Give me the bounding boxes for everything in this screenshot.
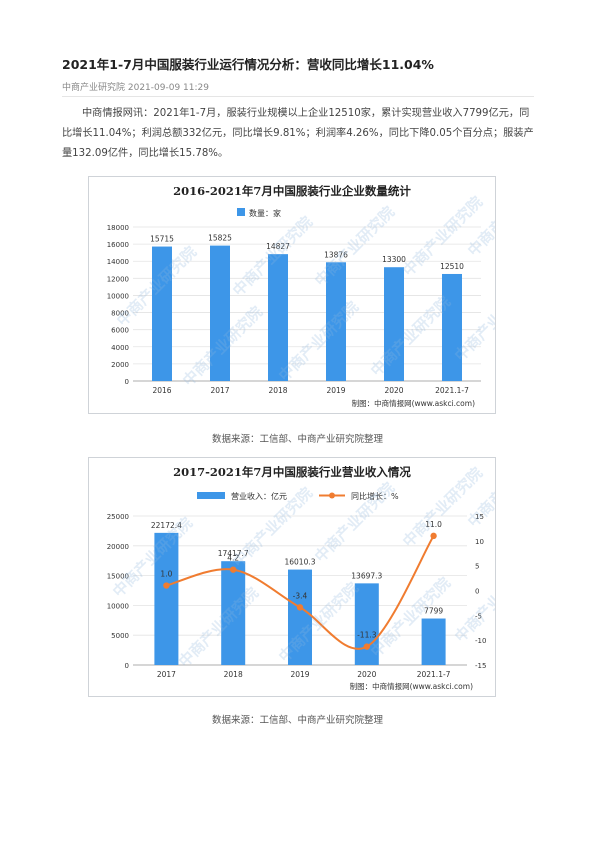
chart1-ytick-label: 4000 xyxy=(111,344,129,352)
chart2-xtick-label: 2018 xyxy=(224,670,243,679)
chart2-bar xyxy=(354,583,379,665)
chart2-bar xyxy=(421,618,446,665)
chart2-growth-point xyxy=(363,643,370,650)
chart2-ytick-left-label: 5000 xyxy=(111,632,129,640)
watermark-text: 中商产业研究院 xyxy=(451,559,495,646)
chart2-title: 2017-2021年7月中国服装行业营业收入情况 xyxy=(173,465,411,479)
article-title: 2021年1-7月中国服装行业运行情况分析：营收同比增长11.04% xyxy=(62,57,434,72)
watermark-text: 中商产业研究院 xyxy=(367,293,454,380)
chart1-xtick-label: 2018 xyxy=(268,386,287,395)
chart1-caption: 数据来源：工信部、中商产业研究院整理 xyxy=(211,434,383,445)
chart1-data-label: 13300 xyxy=(382,255,406,264)
chart1-data-label: 12510 xyxy=(440,262,464,271)
chart1-xtick-label: 2021.1-7 xyxy=(435,386,469,395)
chart2-bar-data-label: 7799 xyxy=(424,607,443,616)
chart2-ytick-right-label: 15 xyxy=(475,513,484,521)
chart1-xtick-label: 2016 xyxy=(152,386,171,395)
chart2-ytick-left-label: 20000 xyxy=(107,543,129,551)
chart2-xtick-label: 2017 xyxy=(157,670,176,679)
watermark-text: 中商产业研究院 xyxy=(275,298,362,385)
chart1-xtick-label: 2020 xyxy=(384,386,403,395)
chart2-growth-point xyxy=(430,532,437,540)
chart1-bar xyxy=(210,245,230,381)
chart2-ytick-right-label: 0 xyxy=(475,588,479,596)
chart1-xtick-label: 2019 xyxy=(326,386,345,395)
chart2-legend-line-label: 同比增长：% xyxy=(351,491,399,501)
chart1-title: 2016-2021年7月中国服装行业企业数量统计 xyxy=(173,184,411,198)
chart2-growth-point xyxy=(163,582,170,589)
chart1-ytick-label: 16000 xyxy=(107,241,129,249)
chart1-bar xyxy=(152,246,172,381)
chart2-growth-point xyxy=(230,566,237,573)
chart-revenue: 2017-2021年7月中国服装行业营业收入情况 营业收入：亿元 同比增长：% 0 50… xyxy=(88,444,551,697)
chart1-bar xyxy=(384,267,404,381)
chart1-ytick-label: 12000 xyxy=(107,275,129,283)
chart2-growth-data-label: -3.4 xyxy=(293,591,308,600)
chart2-xtick-label: 2020 xyxy=(357,670,376,679)
chart2-bar-data-label: 13697.3 xyxy=(351,571,382,580)
chart2-xtick-label: 2021.1-7 xyxy=(417,670,451,679)
chart1-ytick-label: 14000 xyxy=(107,258,129,266)
chart2-source-note: 制图：中商情报网(www.askci.com) xyxy=(350,681,473,691)
article-meta: 中商产业研究院 2021-09-09 11:29 xyxy=(62,83,209,93)
chart2-caption: 数据来源：工信部、中商产业研究院整理 xyxy=(211,715,383,726)
chart2-ytick-left-label: 15000 xyxy=(107,573,129,581)
chart1-source-note: 制图：中商情报网(www.askci.com) xyxy=(352,398,475,408)
chart2-xtick-label: 2019 xyxy=(290,670,309,679)
chart2-bar-data-label: 22172.4 xyxy=(151,521,182,530)
chart2-legend-bar-swatch xyxy=(197,492,225,499)
chart1-data-label: 14827 xyxy=(266,242,290,251)
chart2-bar-data-label: 16010.3 xyxy=(284,558,315,567)
watermark-text: 中商产业研究院 xyxy=(399,464,486,551)
watermark-text: 中商产业研究院 xyxy=(175,584,262,671)
chart2-growth-data-label: 1.0 xyxy=(160,570,172,579)
chart2-bar xyxy=(154,532,179,665)
chart1-bar xyxy=(268,254,288,381)
article-paragraph: 中商情报网讯：2021年1-7月，服装行业规模以上企业12510家，累计实现营业… xyxy=(62,108,534,159)
chart2-ytick-right-label: 5 xyxy=(475,563,479,571)
chart2-ytick-left-label: 25000 xyxy=(107,513,129,521)
chart-enterprise-count: 2016-2021年7月中国服装行业企业数量统计数量：家 0 2000 4000 600… xyxy=(88,173,551,414)
chart2-growth-data-label: -11.3 xyxy=(357,631,377,640)
chart1-legend-label: 数量：家 xyxy=(249,208,281,218)
chart1-ytick-label: 2000 xyxy=(111,361,129,369)
meta-divider xyxy=(62,96,534,97)
chart2-ytick-right-label: 10 xyxy=(475,538,484,546)
chart1-data-label: 15715 xyxy=(150,235,174,244)
chart1-xtick-label: 2017 xyxy=(210,386,229,395)
chart1-ytick-label: 10000 xyxy=(107,292,129,300)
chart1-ytick-label: 18000 xyxy=(107,224,129,232)
chart1-legend-swatch xyxy=(237,208,245,216)
chart2-ytick-right-label: -15 xyxy=(475,662,486,670)
chart2-growth-data-label: 4.2 xyxy=(227,554,239,563)
chart2-ytick-left-label: 0 xyxy=(125,662,129,670)
chart2-growth-point xyxy=(296,604,304,611)
chart2-bar xyxy=(288,569,312,665)
chart1-bar xyxy=(442,273,462,381)
chart2-ytick-right-label: -10 xyxy=(475,637,486,645)
chart1-data-label: 15825 xyxy=(208,234,232,243)
chart2-bar-data-label: 17417.7 xyxy=(218,549,249,558)
chart1-bar xyxy=(326,262,346,381)
chart2-growth-data-label: 11.0 xyxy=(425,520,442,529)
chart1-ytick-label: 0 xyxy=(125,378,129,386)
chart1-ytick-label: 6000 xyxy=(111,327,129,335)
chart2-ytick-right-label: -5 xyxy=(475,612,482,620)
chart2-legend-line-marker xyxy=(329,492,335,499)
chart2-bar xyxy=(221,561,246,665)
chart1-ytick-label: 8000 xyxy=(111,310,129,318)
chart2-legend-bar-label: 营业收入：亿元 xyxy=(231,491,287,501)
chart2-growth-line xyxy=(166,535,435,650)
chart1-data-label: 13876 xyxy=(324,250,348,259)
chart2-ytick-left-label: 10000 xyxy=(107,602,129,610)
